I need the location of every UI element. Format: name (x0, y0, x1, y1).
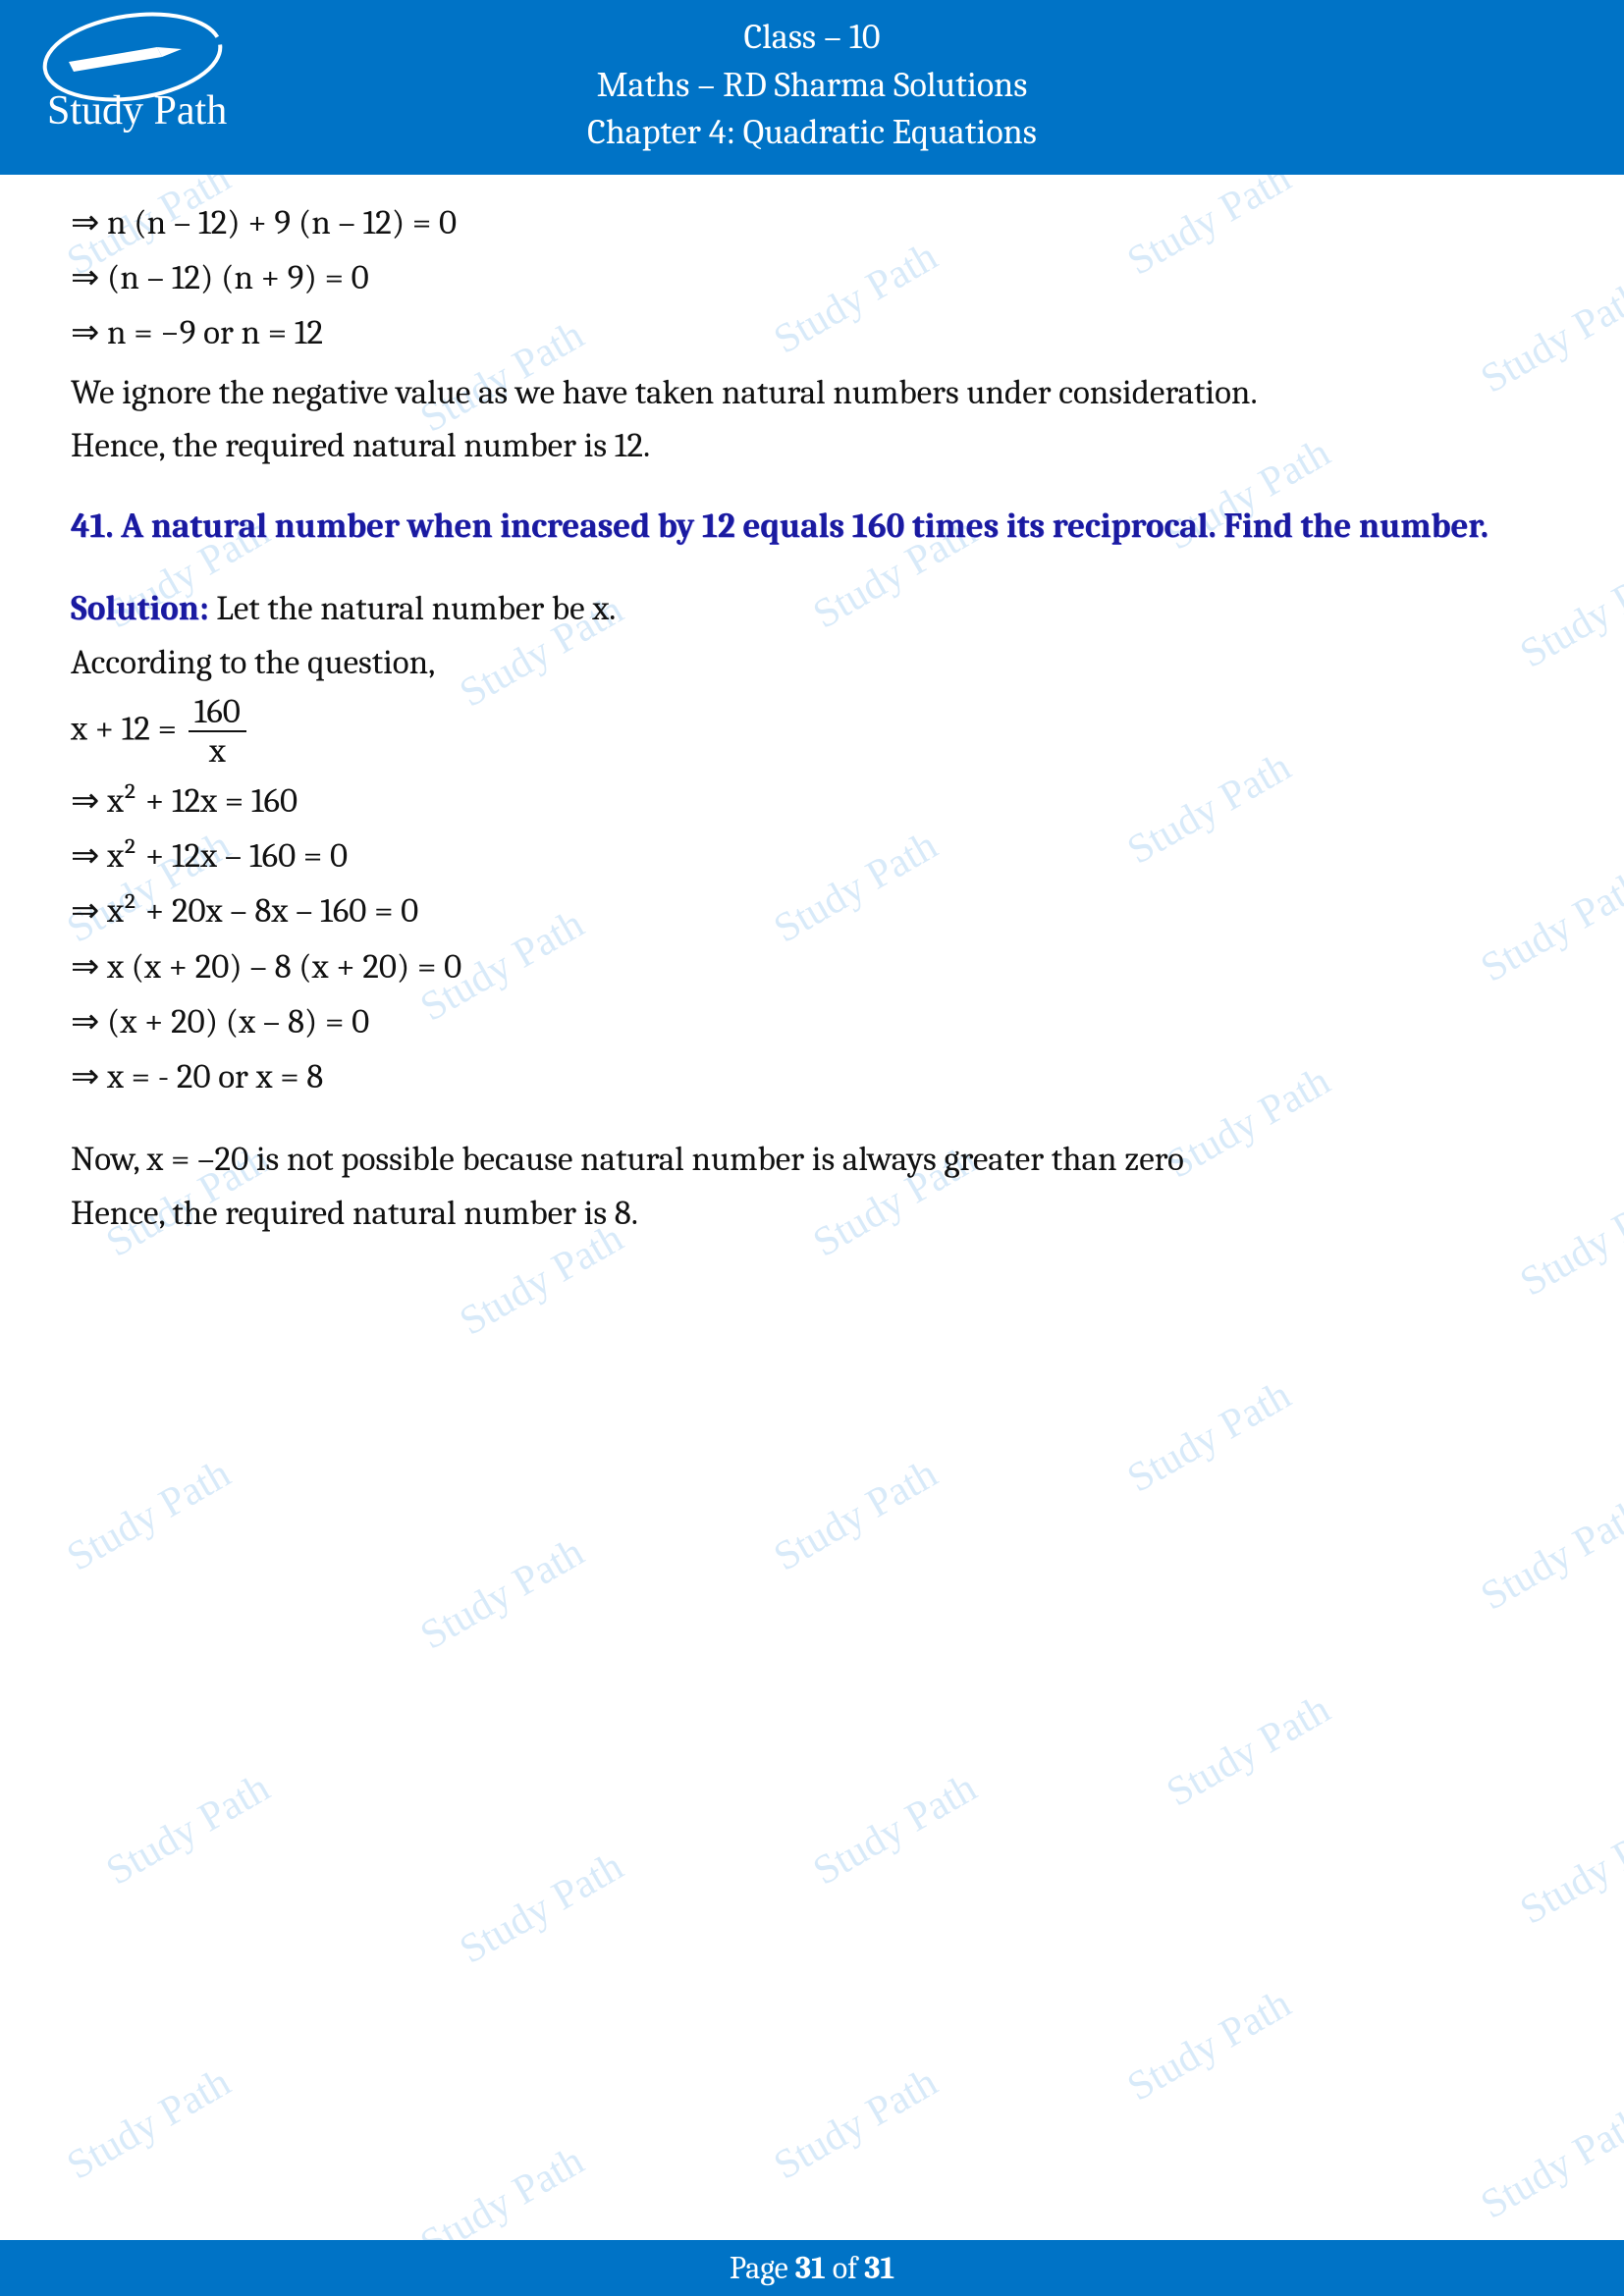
solution-intro: Let the natural number be x. (209, 588, 617, 628)
page-header: Class – 10 Maths – RD Sharma Solutions C… (0, 0, 1624, 175)
sol-step-1: ⇒ x² + 12x = 160 (71, 774, 1553, 828)
footer-of: of (826, 2250, 864, 2286)
watermark-text: Study Path (805, 1764, 985, 1895)
footer-current: 31 (795, 2250, 826, 2286)
watermark-text: Study Path (452, 1842, 631, 1973)
question-number: 41. (71, 506, 113, 546)
sol-step-5: ⇒ (x + 20) (x – 8) = 0 (71, 995, 1553, 1048)
fraction-denominator: x (189, 732, 246, 771)
watermark-text: Study Path (98, 1764, 278, 1895)
header-class: Class – 10 (0, 14, 1624, 62)
watermark-text: Study Path (59, 1450, 239, 1580)
sol-conclusion-2: Hence, the required natural number is 8. (71, 1187, 1553, 1240)
sol-step-4: ⇒ x (x + 20) – 8 (x + 20) = 0 (71, 940, 1553, 993)
watermark-text: Study Path (59, 2058, 239, 2189)
question-text: A natural number when increased by 12 eq… (121, 506, 1489, 546)
solution-equation: x + 12 = 160 x (71, 693, 1553, 771)
watermark-text: Study Path (766, 2058, 946, 2189)
sol-step-3: ⇒ x² + 20x – 8x – 160 = 0 (71, 884, 1553, 937)
prev-conclusion-line-2: Hence, the required natural number is 12… (71, 425, 650, 465)
watermark-text: Study Path (1473, 2098, 1624, 2228)
prev-step-2: ⇒ (n – 12) (n + 9) = 0 (71, 251, 1553, 304)
sol-conclusion-1: Now, x = –20 is not possible because nat… (71, 1133, 1553, 1186)
sol-step-6: ⇒ x = - 20 or x = 8 (71, 1050, 1553, 1103)
watermark-text: Study Path (1119, 1980, 1299, 2110)
eq-prefix: x + 12 = (71, 708, 185, 748)
watermark-text: Study Path (412, 1528, 592, 1659)
header-chapter: Chapter 4: Quadratic Equations (0, 109, 1624, 157)
solution-label: Solution: (71, 588, 209, 628)
watermark-text: Study Path (1473, 1489, 1624, 1620)
solution-block: Solution: Let the natural number be x. A… (71, 582, 1553, 1240)
watermark-text: Study Path (766, 1450, 946, 1580)
watermark-text: Study Path (1119, 1371, 1299, 1502)
sol-step-2: ⇒ x² + 12x – 160 = 0 (71, 829, 1553, 882)
prev-conclusion: We ignore the negative value as we have … (71, 366, 1553, 473)
solution-line-2: According to the question, (71, 636, 1553, 689)
footer-total: 31 (864, 2250, 894, 2286)
prev-conclusion-line-1: We ignore the negative value as we have … (71, 372, 1258, 412)
page-footer: Page 31 of 31 (0, 2240, 1624, 2296)
prev-step-3: ⇒ n = −9 or n = 12 (71, 306, 1553, 359)
header-subject: Maths – RD Sharma Solutions (0, 62, 1624, 110)
question-41: 41. A natural number when increased by 1… (71, 500, 1553, 553)
page-content: ⇒ n (n – 12) + 9 (n – 12) = 0 ⇒ (n – 12)… (0, 175, 1624, 1240)
footer-prefix: Page (730, 2250, 795, 2286)
logo: Study Path (29, 8, 236, 139)
prev-step-1: ⇒ n (n – 12) + 9 (n – 12) = 0 (71, 196, 1553, 249)
fraction-numerator: 160 (189, 693, 246, 733)
logo-text: Study Path (47, 88, 227, 133)
watermark-text: Study Path (1159, 1685, 1338, 1816)
fraction: 160 x (189, 693, 246, 771)
watermark-text: Study Path (1512, 1803, 1624, 1934)
